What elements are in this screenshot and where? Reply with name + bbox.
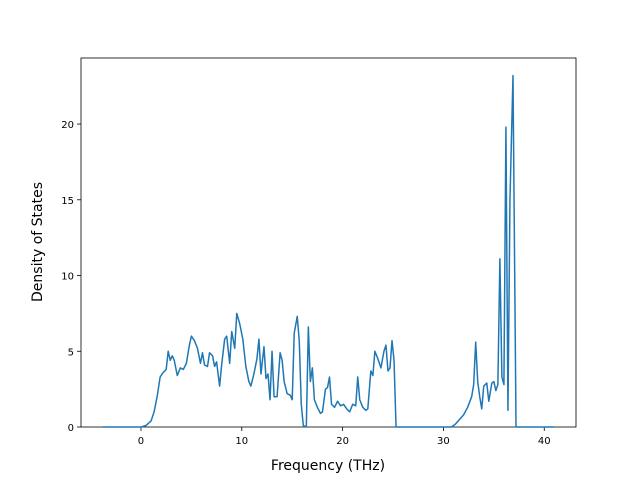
y-axis-label: Density of States: [30, 182, 46, 302]
y-tick-label: 20: [61, 120, 74, 131]
x-tick-label: 0: [138, 436, 144, 447]
y-tick-label: 0: [68, 423, 74, 434]
y-tick-label: 5: [68, 347, 74, 358]
x-axis-label: Frequency (THz): [271, 458, 385, 474]
x-tick-label: 40: [538, 436, 551, 447]
line-series: [102, 74, 555, 428]
x-tick-label: 10: [235, 436, 248, 447]
y-tick-label: 10: [61, 272, 74, 283]
plot-frame: [80, 57, 577, 428]
x-tick-label: 30: [437, 436, 450, 447]
y-tick-label: 15: [61, 196, 74, 207]
x-tick-label: 20: [336, 436, 349, 447]
